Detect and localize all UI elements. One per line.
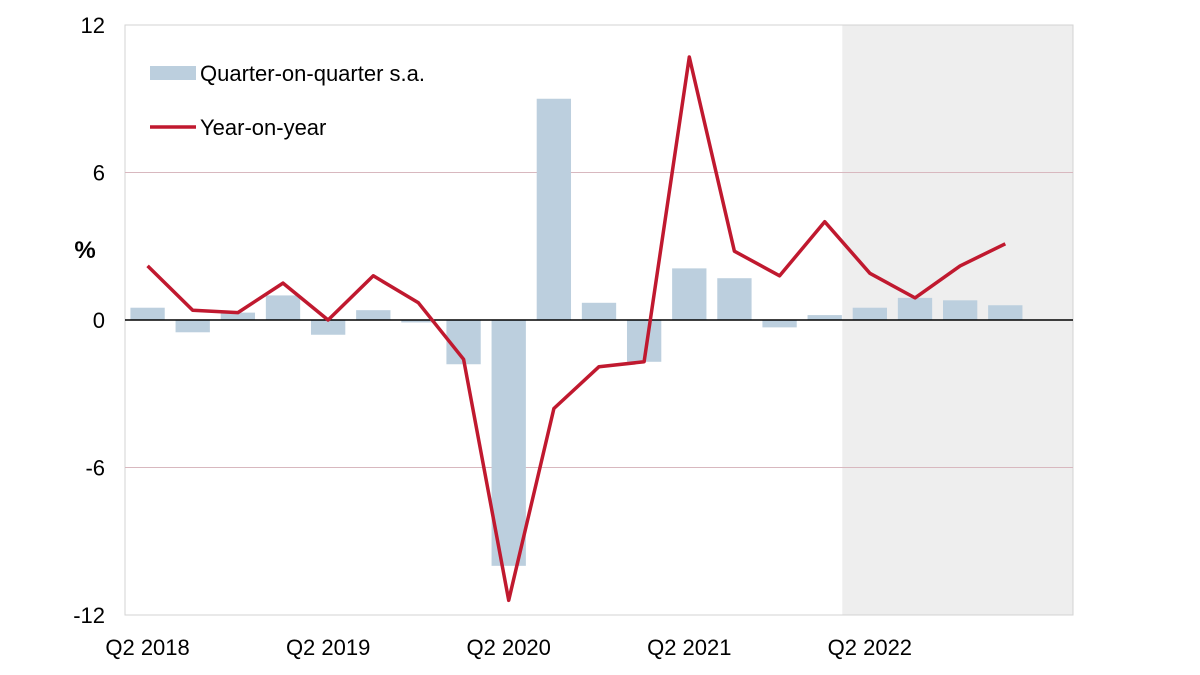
qoq-bar [897, 297, 933, 320]
qoq-bar [401, 320, 436, 323]
y-axis-label: % [74, 237, 95, 264]
y-tick-label: -12 [73, 603, 105, 628]
x-tick-label: Q2 2018 [105, 635, 189, 660]
y-tick-label: 6 [93, 161, 105, 186]
qoq-bar [988, 305, 1023, 320]
qoq-bars [130, 98, 1023, 566]
x-axis-ticks: Q2 2018 Q2 2019 Q2 2020 Q2 2021 Q2 2022 [105, 635, 912, 660]
legend-line-label: Year-on-year [200, 115, 326, 140]
y-axis-ticks: 12 6 0 -6 -12 [73, 13, 105, 628]
qoq-bar [581, 302, 617, 320]
legend-bar-label: Quarter-on-quarter s.a. [200, 61, 425, 86]
y-tick-label: 12 [81, 13, 105, 38]
qoq-bar [356, 310, 391, 320]
qoq-bar [807, 315, 842, 320]
qoq-bar [762, 320, 797, 328]
qoq-bar [175, 320, 210, 333]
qoq-bar [536, 98, 572, 320]
qoq-bar [491, 320, 526, 566]
x-tick-label: Q2 2021 [647, 635, 731, 660]
y-tick-label: -6 [85, 456, 105, 481]
legend: Quarter-on-quarter s.a. Year-on-year [150, 61, 425, 140]
qoq-bar [265, 295, 301, 320]
gridlines [125, 172, 1073, 468]
qoq-bar [852, 307, 888, 320]
qoq-bar [672, 268, 707, 320]
legend-bar-swatch [150, 66, 196, 80]
qoq-bar [942, 300, 978, 320]
x-tick-label: Q2 2019 [286, 635, 370, 660]
qoq-bar [310, 320, 346, 335]
x-tick-label: Q2 2020 [467, 635, 551, 660]
x-tick-label: Q2 2022 [828, 635, 912, 660]
yoy-series-line [146, 55, 1007, 603]
qoq-bar [717, 278, 752, 320]
qoq-bar [220, 312, 256, 320]
y-tick-label: 0 [93, 308, 105, 333]
qoq-bar [130, 307, 165, 320]
